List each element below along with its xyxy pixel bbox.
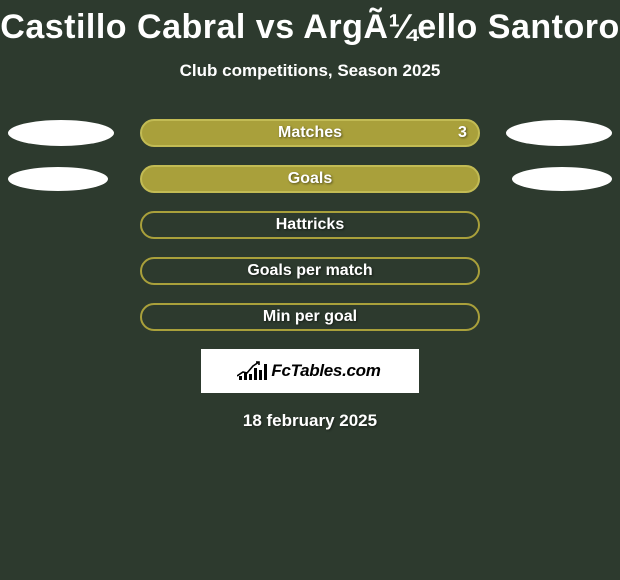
stat-pill (140, 211, 480, 239)
logo-bar (264, 364, 267, 380)
stat-rows: Matches3 Goals Hattricks Goals per match Min… (0, 119, 620, 331)
logo-bar (254, 368, 257, 380)
logo-bar (249, 374, 252, 380)
page-subtitle: Club competitions, Season 2025 (0, 61, 620, 81)
stat-row: Hattricks (0, 211, 620, 239)
stat-row: Goals per match (0, 257, 620, 285)
logo-box: FcTables.com (201, 349, 419, 393)
left-ellipse (8, 120, 114, 146)
date-line: 18 february 2025 (0, 411, 620, 431)
right-ellipse (506, 120, 612, 146)
stat-row: Matches3 (0, 119, 620, 147)
stat-pill (140, 257, 480, 285)
stat-row: Min per goal (0, 303, 620, 331)
logo-bar (244, 372, 247, 380)
stat-pill (140, 303, 480, 331)
right-ellipse (512, 167, 612, 191)
stat-row: Goals (0, 165, 620, 193)
logo: FcTables.com (239, 361, 380, 381)
logo-bar (259, 370, 262, 380)
logo-bar (239, 376, 242, 380)
logo-bars-icon (239, 362, 267, 380)
logo-text: FcTables.com (271, 361, 380, 381)
stat-pill (140, 119, 480, 147)
stat-pill (140, 165, 480, 193)
page-title: Castillo Cabral vs ArgÃ¼ello Santoro (0, 0, 620, 47)
left-ellipse (8, 167, 108, 191)
